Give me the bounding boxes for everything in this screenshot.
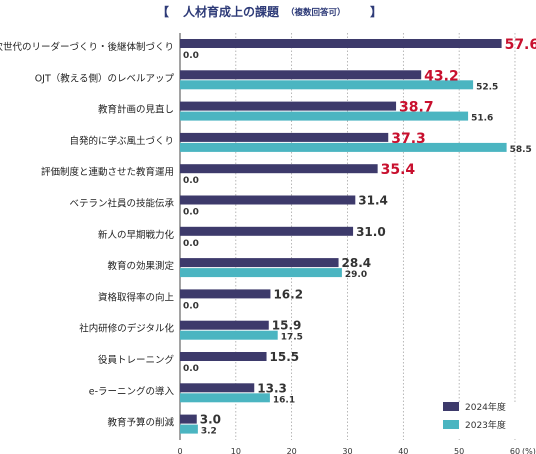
- value-label-2024: 37.3: [391, 131, 426, 147]
- value-label-2023: 29.0: [345, 270, 367, 280]
- bar-2023: [180, 111, 469, 121]
- category-labels: 次世代のリーダーづくり・後継体制づくり OJT（教える側）のレベルアップ教育計画の…: [0, 41, 174, 429]
- x-tick-label: 0: [177, 447, 182, 454]
- bar-2024: [180, 39, 502, 48]
- category-label: 教育の効果測定: [107, 260, 174, 272]
- x-tick-label: 50: [454, 447, 464, 454]
- value-label-2023: 0.0: [183, 301, 199, 311]
- category-label: 資格取得率の向上: [98, 291, 175, 303]
- bar-2024: [180, 352, 267, 361]
- bar-2024: [180, 226, 354, 236]
- value-label-2024: 28.4: [342, 256, 372, 270]
- title-bracket-right: 】: [370, 4, 382, 19]
- title-bracket-left: 【: [157, 4, 169, 19]
- value-label-2023: 58.5: [510, 145, 532, 155]
- bar-2024: [180, 195, 356, 205]
- x-axis: 0 10 20 30 40 50 60 (%): [177, 447, 535, 454]
- category-label: 評価制度と連動させた教育運用: [41, 166, 174, 178]
- bar-2023: [180, 268, 342, 278]
- bar-2023: [180, 330, 278, 340]
- bar-2023: [180, 393, 270, 403]
- bar-2024: [180, 164, 378, 174]
- value-label-2023: 16.1: [273, 395, 295, 405]
- legend-swatch-2024: [443, 402, 459, 411]
- bar-2024: [180, 383, 255, 393]
- value-label-2024: 13.3: [257, 381, 287, 395]
- category-label: 役員トレーニング: [98, 354, 175, 366]
- category-label: 教育予算の削減: [107, 417, 174, 429]
- bar-2024: [180, 320, 269, 330]
- legend: 2024年度 2023年度: [438, 401, 522, 438]
- value-label-2023: 0.0: [183, 208, 199, 218]
- bar-2024: [180, 289, 271, 299]
- bar-2023: [180, 80, 474, 90]
- grid: [179, 33, 516, 440]
- value-label-2024: 35.4: [381, 162, 416, 178]
- bar-2024: [180, 414, 197, 424]
- bar-2024: [180, 258, 339, 268]
- bar-2024: [180, 132, 389, 142]
- legend-swatch-2023: [443, 420, 459, 429]
- value-label-2023: 52.5: [476, 82, 498, 92]
- title-sub: （複数回答可）: [286, 7, 346, 18]
- category-label: 次世代のリーダーづくり・後継体制づくり: [0, 41, 174, 53]
- x-tick-label: 40: [398, 447, 408, 454]
- title-main: 人材育成上の課題: [183, 4, 280, 19]
- value-label-2023: 0.0: [183, 176, 199, 186]
- legend-label-2023: 2023年度: [465, 419, 506, 431]
- value-label-2023: 17.5: [281, 333, 303, 343]
- value-label-2024: 38.7: [399, 100, 434, 116]
- value-label-2024: 31.0: [356, 225, 386, 239]
- chart-title: 【 人材育成上の課題 （複数回答可） 】: [157, 4, 382, 19]
- value-label-2024: 57.6: [505, 37, 536, 53]
- x-tick-label: 10: [231, 447, 241, 454]
- x-tick-label: 30: [342, 447, 352, 454]
- value-label-2023: 0.0: [183, 239, 199, 249]
- value-label-2023: 0.0: [183, 51, 199, 61]
- category-label: 社内研修のデジタル化: [79, 323, 174, 335]
- bar-2024: [180, 70, 422, 80]
- value-label-2023: 0.0: [183, 364, 199, 374]
- category-label: OJT（教える側）のレベルアップ: [35, 72, 175, 84]
- category-label: 自発的に学ぶ風土づくり: [69, 135, 174, 147]
- x-tick-label: 60: [510, 447, 520, 454]
- category-label: ベテラン社員の技能伝承: [69, 198, 174, 210]
- value-label-2023: 3.2: [201, 427, 217, 437]
- bar-2024: [180, 101, 397, 111]
- value-label-2024: 16.2: [273, 287, 303, 301]
- bar-2023: [180, 142, 507, 152]
- value-label-2024: 43.2: [424, 68, 459, 84]
- legend-label-2024: 2024年度: [465, 401, 506, 413]
- x-axis-unit: (%): [522, 447, 536, 454]
- value-labels: 57.6 0.0 43.2 52.5 38.7 51.6 37.3 58.5 35.4 0.0 31…: [183, 37, 536, 437]
- category-label: 新人の早期戦力化: [98, 229, 175, 241]
- value-label-2023: 51.6: [471, 114, 493, 124]
- category-label: e-ラーニングの導入: [89, 385, 175, 397]
- value-label-2024: 15.5: [270, 350, 300, 364]
- value-label-2024: 31.4: [358, 194, 388, 208]
- bars: [180, 39, 507, 434]
- value-label-2024: 3.0: [200, 413, 221, 427]
- bar-2023: [180, 424, 198, 434]
- category-label: 教育計画の見直し: [98, 104, 174, 116]
- x-tick-label: 20: [287, 447, 297, 454]
- value-label-2024: 15.9: [272, 319, 302, 333]
